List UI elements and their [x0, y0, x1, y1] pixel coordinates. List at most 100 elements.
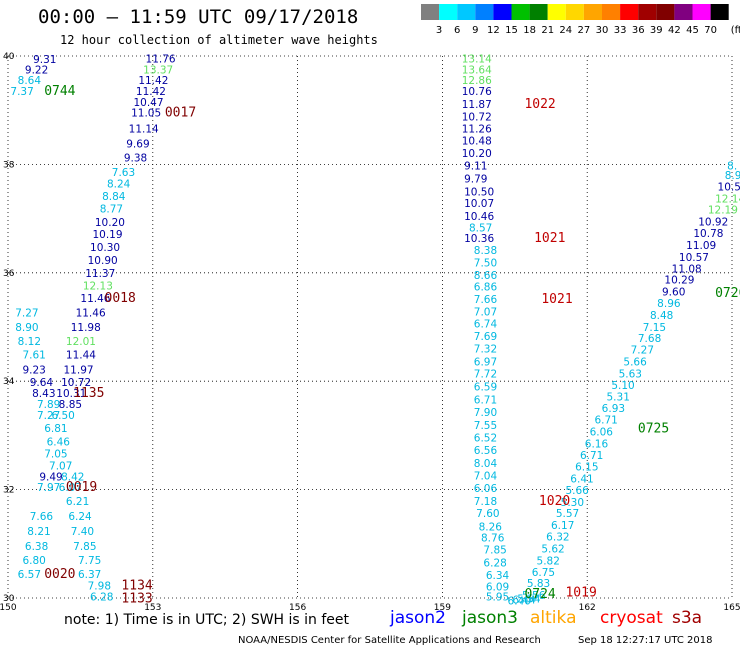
wave-height-value: 7.89 [37, 399, 60, 411]
satellite-name-s3a: s3a [672, 608, 703, 628]
wave-height-value: 10.29 [664, 275, 694, 287]
wave-height-value: 7.15 [643, 322, 666, 334]
wave-height-value: 11.97 [64, 365, 94, 377]
colorbar-swatch [493, 4, 512, 20]
colorbar-tick-label: 42 [668, 25, 681, 36]
wave-height-value: 7.07 [49, 461, 72, 473]
wave-height-value: 5.31 [607, 392, 630, 404]
wave-height-value: 7.61 [22, 349, 45, 361]
lon-tick-label: 156 [289, 603, 306, 613]
colorbar-tick-label: 24 [559, 25, 572, 36]
wave-height-value: 8.26 [479, 521, 503, 533]
colorbar-swatch [547, 4, 566, 20]
colorbar-tick-label: 36 [632, 25, 645, 36]
wave-height-value: 5.56 [522, 590, 546, 602]
wave-height-value: 11.46 [76, 308, 106, 320]
lon-tick-label: 159 [434, 603, 451, 613]
wave-height-value: 6.37 [78, 569, 101, 581]
wave-height-value: 7.90 [474, 407, 497, 419]
wave-height-value: 9.60 [662, 287, 685, 299]
wave-height-value: 13.14 [462, 54, 492, 66]
wave-height-value: 8.21 [27, 526, 50, 538]
wave-height-value: 8.12 [18, 336, 41, 348]
wave-height-value: 6.81 [44, 423, 67, 435]
wave-height-value: 6.28 [483, 558, 506, 570]
note-text: note: 1) Time is in UTC; 2) SWH is in fe… [64, 612, 350, 628]
map-title: 00:00 – 11:59 UTC 09/17/2018 [38, 6, 359, 28]
wave-height-value: 12.19 [708, 205, 738, 217]
pass-time-label: 1021 [541, 292, 572, 307]
wave-height-value: 6.32 [546, 532, 569, 544]
wave-height-value: 9.11 [464, 160, 487, 172]
wave-height-value: 10.57 [679, 252, 709, 264]
wave-height-value: 7.04 [474, 470, 498, 482]
wave-height-value: 8.42 [61, 471, 84, 483]
colorbar-tick-label: 6 [454, 25, 460, 36]
wave-height-value: 6.71 [580, 450, 603, 462]
lon-tick-label: 162 [579, 603, 596, 613]
wave-height-value: 10.92 [698, 217, 728, 229]
wave-height-value: 10.30 [90, 242, 120, 254]
colorbar-tick-label: 3 [436, 25, 442, 36]
wave-height-value: 6.16 [585, 438, 609, 450]
lon-tick-label: 153 [144, 603, 161, 613]
wave-height-value: 9.64 [30, 377, 54, 389]
satellite-name-jason2: jason2 [390, 608, 446, 628]
wave-height-value: 6.86 [474, 282, 498, 294]
satellite-name-cryosat: cryosat [600, 608, 663, 628]
colorbar-swatch [692, 4, 711, 20]
wave-height-value: 7.85 [483, 545, 506, 557]
colorbar-tick-label: 27 [578, 25, 591, 36]
wave-height-value: 12.86 [462, 75, 492, 87]
colorbar-swatch [620, 4, 639, 20]
wave-height-value: 11.05 [131, 108, 161, 120]
wave-height-value: 8.85 [59, 399, 82, 411]
wave-height-value: 6.57 [18, 569, 41, 581]
colorbar-swatch [565, 4, 584, 20]
wave-height-value: 9.31 [33, 54, 56, 66]
colorbar-swatch [710, 4, 729, 20]
wave-height-value: 7.98 [88, 580, 111, 592]
wave-height-value: 7.66 [474, 294, 498, 306]
wave-height-value: 6.17 [551, 520, 574, 532]
wave-height-value: 7.40 [71, 526, 94, 538]
colorbar-swatch [475, 4, 494, 20]
wave-height-value: 8.48 [650, 310, 673, 322]
wave-height-value: 11.46 [80, 293, 110, 305]
colorbar-swatch [602, 4, 621, 20]
wave-height-value: 7.85 [73, 541, 96, 553]
wave-height-value: 5.95 [486, 592, 509, 604]
wave-height-value: 10.36 [464, 233, 494, 245]
wave-height-value: 11.76 [146, 54, 176, 66]
wave-height-value: 5.66 [565, 485, 589, 497]
lat-tick-label: 36 [3, 269, 15, 279]
wave-height-value: 8.04 [474, 458, 498, 470]
generated-timestamp: Sep 18 12:27:17 UTC 2018 [578, 635, 713, 646]
wave-height-value: 6.38 [25, 541, 48, 553]
colorbar-tick-label: 39 [650, 25, 663, 36]
map-subtitle: 12 hour collection of altimeter wave hei… [60, 33, 378, 47]
wave-height-value: 10.72 [61, 377, 91, 389]
wave-height-value: 7.68 [638, 333, 661, 345]
wave-height-value: 11.44 [66, 349, 96, 361]
wave-height-value: 8.24 [107, 179, 131, 191]
pass-time-label: 0017 [165, 106, 196, 121]
wave-height-value: 6.93 [602, 403, 625, 415]
wave-height-value: 9.22 [25, 64, 48, 76]
wave-height-value: 7.27 [15, 308, 38, 320]
wave-height-value: 7.07 [474, 307, 497, 319]
wave-height-value: 6.06 [590, 426, 614, 438]
wave-height-value: 10.48 [462, 135, 492, 147]
lon-tick-label: 150 [0, 603, 17, 613]
pass-time-label: 0725 [638, 422, 669, 437]
wave-height-value: 6.97 [474, 356, 497, 368]
pass-time-label: 1134 [121, 578, 152, 593]
wave-height-value: 8.9 [725, 170, 740, 182]
colorbar-tick-label: 9 [472, 25, 478, 36]
wave-height-value: 5.66 [623, 356, 647, 368]
wave-height-value: 11.26 [462, 123, 492, 135]
wave-height-value: 8.76 [481, 533, 505, 545]
lat-tick-label: 30 [3, 594, 15, 604]
wave-height-value: 6.06 [474, 483, 498, 495]
wave-height-value: 10.46 [464, 211, 494, 223]
